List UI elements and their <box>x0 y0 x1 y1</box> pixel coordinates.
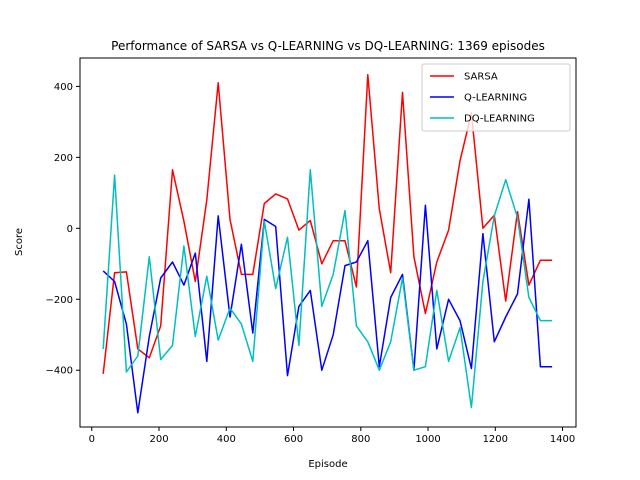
x-tick-label: 600 <box>284 434 303 445</box>
y-tick-label: −400 <box>46 366 73 377</box>
series-line-sarsa <box>102 73 553 374</box>
x-tick-label: 1000 <box>415 434 440 445</box>
series-line-q-learning <box>102 198 553 414</box>
x-tick-label: 800 <box>351 434 370 445</box>
y-tick-label: −200 <box>46 295 73 306</box>
axes-frame <box>79 57 577 428</box>
series-layer <box>102 73 553 414</box>
legend-label: SARSA <box>464 72 498 83</box>
legend-box <box>421 63 571 132</box>
series-line-dq-learning <box>102 169 553 409</box>
x-tick-label: 200 <box>149 434 168 445</box>
y-axis-label: Score <box>14 228 25 256</box>
x-tick-label: 400 <box>217 434 236 445</box>
x-tick-label: 1200 <box>483 434 508 445</box>
legend-label: Q-LEARNING <box>464 93 527 104</box>
y-tick-label: 400 <box>54 82 73 93</box>
legend-label: DQ-LEARNING <box>464 114 535 125</box>
y-tick-label: 0 <box>67 224 73 235</box>
x-ticks: 0 200 400 600 800 1000 1200 1400 <box>89 427 575 445</box>
x-axis-label: Episode <box>308 459 347 470</box>
legend: SARSA Q-LEARNING DQ-LEARNING <box>421 63 571 132</box>
y-tick-label: 200 <box>54 153 73 164</box>
chart-title: Performance of SARSA vs Q-LEARNING vs DQ… <box>111 39 545 53</box>
y-ticks: −400 −200 0 200 400 <box>46 82 80 377</box>
x-tick-label: 1400 <box>550 434 575 445</box>
x-tick-label: 0 <box>89 434 95 445</box>
